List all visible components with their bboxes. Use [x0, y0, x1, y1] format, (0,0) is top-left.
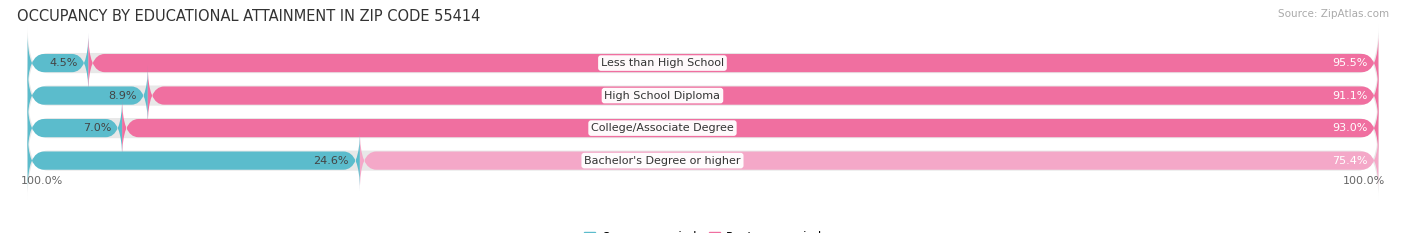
Text: 95.5%: 95.5%	[1333, 58, 1368, 68]
FancyBboxPatch shape	[360, 131, 1378, 191]
FancyBboxPatch shape	[28, 89, 1378, 167]
Text: 75.4%: 75.4%	[1331, 156, 1368, 166]
FancyBboxPatch shape	[122, 98, 1378, 158]
Text: Less than High School: Less than High School	[600, 58, 724, 68]
FancyBboxPatch shape	[28, 24, 1378, 102]
Text: OCCUPANCY BY EDUCATIONAL ATTAINMENT IN ZIP CODE 55414: OCCUPANCY BY EDUCATIONAL ATTAINMENT IN Z…	[17, 9, 481, 24]
Text: High School Diploma: High School Diploma	[605, 91, 720, 101]
Text: 4.5%: 4.5%	[49, 58, 77, 68]
Text: College/Associate Degree: College/Associate Degree	[591, 123, 734, 133]
FancyBboxPatch shape	[28, 98, 122, 158]
FancyBboxPatch shape	[28, 66, 148, 126]
Text: 8.9%: 8.9%	[108, 91, 136, 101]
Text: Bachelor's Degree or higher: Bachelor's Degree or higher	[585, 156, 741, 166]
Text: 93.0%: 93.0%	[1333, 123, 1368, 133]
FancyBboxPatch shape	[28, 57, 1378, 134]
Text: 100.0%: 100.0%	[21, 176, 63, 186]
Text: 24.6%: 24.6%	[314, 156, 349, 166]
Legend: Owner-occupied, Renter-occupied: Owner-occupied, Renter-occupied	[579, 226, 827, 233]
Text: 7.0%: 7.0%	[83, 123, 111, 133]
Text: 91.1%: 91.1%	[1333, 91, 1368, 101]
FancyBboxPatch shape	[28, 131, 360, 191]
FancyBboxPatch shape	[148, 66, 1378, 126]
FancyBboxPatch shape	[28, 33, 89, 93]
FancyBboxPatch shape	[89, 33, 1378, 93]
Text: 100.0%: 100.0%	[1343, 176, 1385, 186]
FancyBboxPatch shape	[28, 122, 1378, 199]
Text: Source: ZipAtlas.com: Source: ZipAtlas.com	[1278, 9, 1389, 19]
